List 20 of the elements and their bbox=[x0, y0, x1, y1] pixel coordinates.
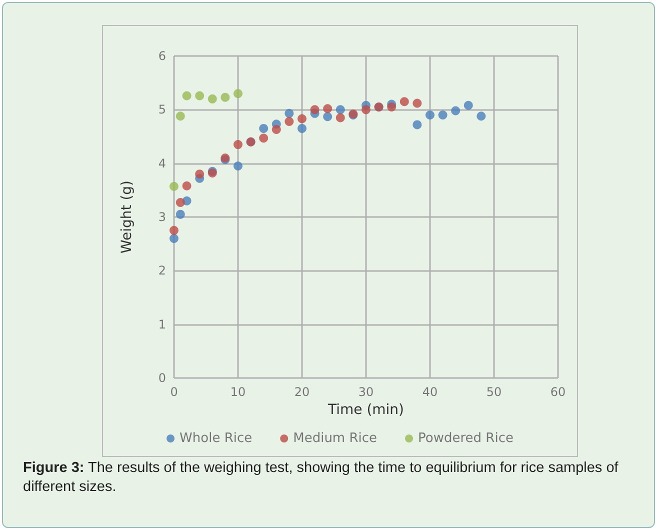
y-tick-label: 3 bbox=[158, 210, 166, 224]
x-tick-label: 50 bbox=[486, 385, 502, 399]
x-tick-label: 40 bbox=[422, 385, 438, 399]
y-tick-label: 5 bbox=[158, 102, 166, 117]
y-tick-label: 6 bbox=[158, 49, 166, 63]
caption: Figure 3: The results of the weighing test, showing the time to equilibrium for rice samples of different sizes. bbox=[23, 459, 620, 497]
x-tick-label: 60 bbox=[550, 385, 566, 399]
x-axis-title: Time (min) bbox=[326, 402, 404, 418]
x-tick-label: 30 bbox=[358, 385, 374, 399]
x-tick-label: 20 bbox=[294, 385, 310, 399]
legend-label: Whole Rice bbox=[180, 431, 252, 446]
y-tick-label: 1 bbox=[158, 317, 166, 332]
x-tick-label: 0 bbox=[170, 385, 178, 399]
legend-label: Powdered Rice bbox=[418, 431, 514, 446]
y-tick-label: 2 bbox=[158, 264, 166, 278]
y-tick-label: 4 bbox=[158, 156, 166, 170]
y-tick-label: 0 bbox=[158, 371, 166, 385]
legend-label: Medium Rice bbox=[293, 431, 378, 446]
x-tick-label: 10 bbox=[230, 385, 246, 399]
y-axis-title: Weight (g) bbox=[119, 180, 135, 254]
